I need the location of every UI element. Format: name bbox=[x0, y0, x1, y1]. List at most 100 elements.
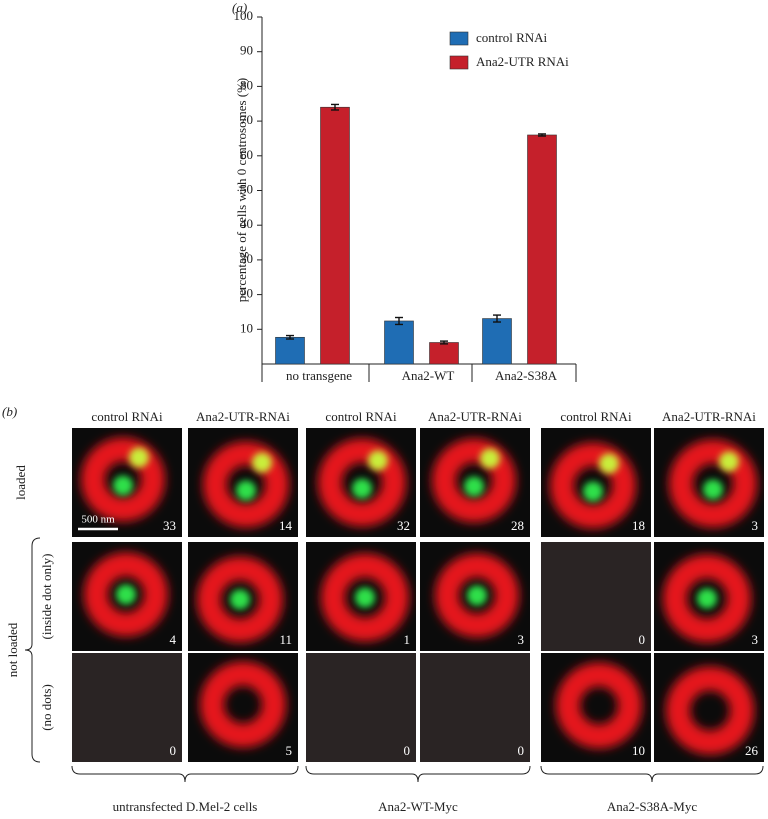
bar bbox=[384, 320, 414, 365]
count: 11 bbox=[279, 632, 292, 647]
y-tick-label: 70 bbox=[240, 112, 253, 127]
green-dot-loaded bbox=[368, 450, 388, 471]
count: 1 bbox=[404, 632, 411, 647]
brace bbox=[305, 765, 531, 783]
count: 5 bbox=[286, 743, 293, 758]
green-dot bbox=[703, 479, 723, 500]
count: 4 bbox=[170, 632, 177, 647]
brace bbox=[24, 537, 41, 763]
column-header: control RNAi bbox=[91, 409, 163, 424]
y-tick-label: 100 bbox=[234, 8, 254, 23]
green-dot bbox=[355, 587, 375, 608]
error-bar bbox=[331, 103, 339, 111]
column-header: Ana2-UTR-RNAi bbox=[662, 409, 756, 424]
column-header: control RNAi bbox=[325, 409, 397, 424]
error-bar bbox=[440, 340, 448, 345]
micrograph bbox=[72, 542, 182, 651]
y-tick-label: 30 bbox=[240, 251, 253, 266]
micrograph bbox=[420, 542, 530, 651]
count: 0 bbox=[639, 632, 646, 647]
count: 3 bbox=[752, 632, 759, 647]
y-tick-label: 50 bbox=[240, 181, 253, 196]
micrograph bbox=[654, 653, 764, 762]
micrograph bbox=[654, 428, 764, 537]
brace bbox=[71, 765, 299, 783]
tile-background bbox=[306, 653, 416, 762]
green-dot bbox=[697, 588, 717, 609]
red-ring bbox=[550, 442, 636, 529]
group-label: untransfected D.Mel-2 cells bbox=[113, 799, 258, 814]
panel-label: (a) bbox=[232, 0, 247, 15]
y-tick-label: 80 bbox=[240, 77, 253, 92]
row-label: (inside dot only) bbox=[39, 554, 54, 640]
green-dot-loaded bbox=[599, 453, 619, 474]
red-ring bbox=[663, 554, 751, 643]
y-tick-label: 10 bbox=[240, 320, 253, 335]
count: 32 bbox=[397, 518, 410, 533]
brace bbox=[540, 765, 764, 783]
column-header: Ana2-UTR-RNAi bbox=[428, 409, 522, 424]
group-label: Ana2-S38A-Myc bbox=[607, 799, 697, 814]
count: 33 bbox=[163, 518, 176, 533]
red-ring bbox=[669, 439, 757, 528]
x-tick-label: no transgene bbox=[286, 368, 352, 383]
y-tick-label: 20 bbox=[240, 286, 253, 301]
legend-swatch bbox=[449, 31, 469, 46]
y-axis-label: percentage of cells with 0 centrosomes (… bbox=[234, 78, 249, 303]
micrograph bbox=[654, 542, 764, 651]
bar bbox=[320, 106, 350, 365]
green-dot bbox=[464, 476, 484, 497]
row-label: loaded bbox=[13, 465, 28, 500]
x-tick-label: Ana2-WT bbox=[402, 368, 455, 383]
y-tick-label: 90 bbox=[240, 43, 253, 58]
bar bbox=[482, 318, 512, 365]
column-header: Ana2-UTR-RNAi bbox=[196, 409, 290, 424]
count: 0 bbox=[170, 743, 177, 758]
count: 3 bbox=[752, 518, 759, 533]
green-dot bbox=[352, 478, 372, 499]
micrograph bbox=[306, 428, 416, 537]
micrograph bbox=[541, 428, 651, 537]
legend-label: Ana2-UTR RNAi bbox=[476, 54, 569, 69]
image-grid: 33 14 32 28 18 34 11 1 3 0 30 5 0 0 10 26 bbox=[72, 428, 764, 762]
legend-swatch bbox=[449, 55, 469, 70]
red-ring bbox=[81, 437, 165, 522]
red-ring bbox=[556, 662, 642, 749]
red-ring bbox=[435, 553, 519, 638]
row-group-label: not loaded bbox=[5, 622, 20, 677]
micrograph bbox=[420, 428, 530, 537]
green-dot bbox=[236, 480, 256, 501]
error-bar bbox=[538, 133, 546, 137]
count: 10 bbox=[632, 743, 645, 758]
count: 14 bbox=[279, 518, 293, 533]
tile-background bbox=[72, 653, 182, 762]
green-dot bbox=[113, 475, 133, 496]
error-bar bbox=[493, 314, 501, 323]
red-ring bbox=[197, 556, 283, 643]
red-ring bbox=[318, 438, 406, 527]
red-ring bbox=[203, 441, 289, 528]
column-header: control RNAi bbox=[560, 409, 632, 424]
micrograph bbox=[72, 653, 182, 762]
micrograph bbox=[188, 542, 298, 651]
y-tick-label: 40 bbox=[240, 216, 253, 231]
count: 26 bbox=[745, 743, 759, 758]
red-ring bbox=[84, 552, 168, 637]
bar bbox=[527, 134, 557, 365]
tile-background bbox=[420, 653, 530, 762]
green-dot bbox=[230, 589, 250, 610]
count: 28 bbox=[511, 518, 524, 533]
red-ring bbox=[200, 661, 286, 748]
scale-bar-label: 500 nm bbox=[81, 514, 115, 526]
micrograph bbox=[420, 653, 530, 762]
red-ring bbox=[432, 438, 516, 523]
legend-label: control RNAi bbox=[476, 30, 548, 45]
count: 3 bbox=[518, 632, 525, 647]
micrograph bbox=[541, 653, 651, 762]
count: 0 bbox=[404, 743, 411, 758]
micrograph bbox=[306, 653, 416, 762]
error-bar bbox=[286, 334, 294, 340]
micrograph bbox=[306, 542, 416, 651]
micrograph bbox=[188, 653, 298, 762]
